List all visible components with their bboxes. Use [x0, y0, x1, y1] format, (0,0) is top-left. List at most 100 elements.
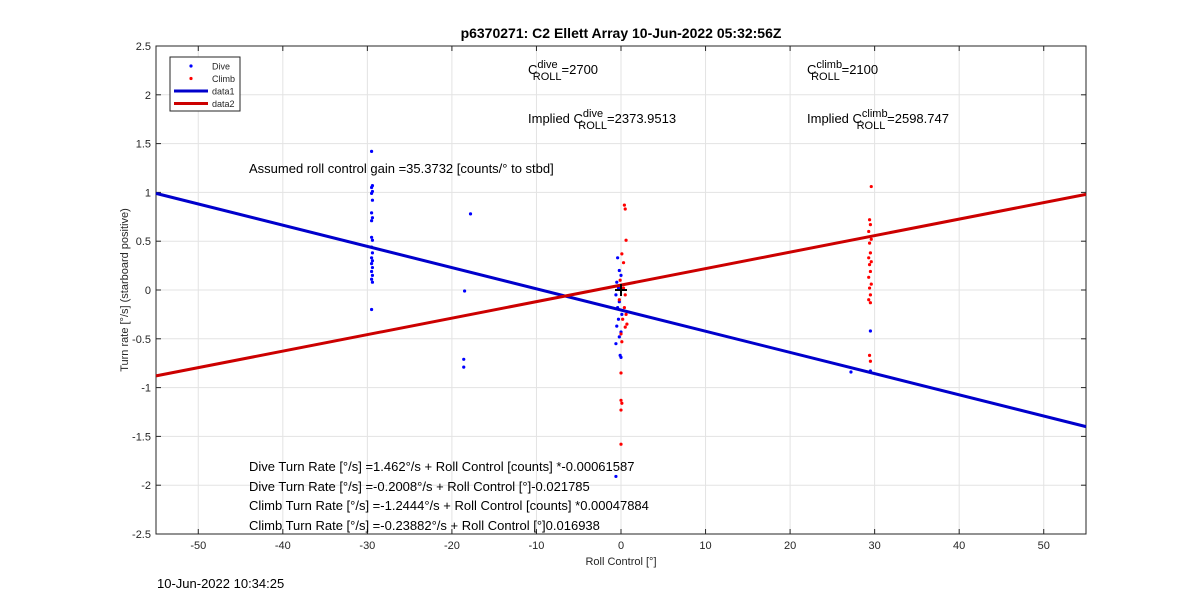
data-point-dive — [849, 370, 853, 374]
y-tick-label: 1 — [145, 187, 151, 199]
data-point-dive — [617, 268, 621, 273]
data-point-dive — [370, 265, 375, 270]
data-point-climb — [618, 278, 622, 282]
data-point-dive — [616, 317, 621, 321]
data-point-climb — [867, 218, 872, 222]
data-point-climb — [617, 298, 621, 302]
chart-title: p6370271: C2 Ellett Array 10-Jun-2022 05… — [461, 25, 782, 41]
data-point-dive — [614, 342, 618, 346]
data-point-dive — [615, 280, 619, 284]
data-point-dive — [462, 289, 467, 293]
data-point-climb — [620, 401, 624, 405]
y-tick-label: 2 — [145, 90, 151, 102]
data-point-dive — [370, 238, 375, 242]
data-point-climb — [625, 322, 629, 326]
data-point-climb — [619, 408, 623, 412]
legend: Dive Climb data1 data2 — [169, 56, 241, 112]
data-point-dive — [617, 335, 621, 339]
data-point-climb — [621, 286, 626, 290]
y-tick-label: 0.5 — [136, 236, 151, 248]
data-point-dive — [615, 324, 619, 328]
data-point-dive — [370, 216, 375, 220]
x-tick-label: 30 — [869, 540, 881, 552]
c-roll-dive: Cdive ROLL=2700 — [528, 59, 598, 83]
data-point-dive — [462, 365, 466, 369]
data-point-climb — [620, 340, 624, 344]
equation-dive-degrees: Dive Turn Rate [°/s] =-0.2008°/s + Roll … — [249, 479, 590, 494]
data-point-dive — [369, 235, 374, 239]
x-tick-label: 10 — [699, 540, 711, 552]
data-point-climb — [868, 359, 873, 363]
data-point-dive — [369, 191, 374, 195]
data-point-climb — [868, 293, 873, 297]
data-point-dive — [369, 307, 374, 312]
data-point-climb — [623, 293, 627, 297]
implied-c-roll-climb: Implied Cclimb ROLL =2598.747 — [807, 108, 949, 132]
y-tick-label: 0 — [145, 285, 151, 297]
data-point-climb — [868, 223, 873, 227]
data-point-dive — [868, 329, 873, 333]
data-point-climb — [868, 269, 873, 274]
y-tick-label: 1.5 — [136, 139, 151, 151]
y-tick-label: -2 — [141, 480, 151, 492]
equation-climb-counts: Climb Turn Rate [°/s] =-1.2444°/s + Roll… — [249, 498, 649, 513]
data-point-dive — [370, 280, 375, 284]
data-point-climb — [619, 398, 623, 402]
data-point-climb — [869, 184, 873, 189]
equation-dive-counts: Dive Turn Rate [°/s] =1.462°/s + Roll Co… — [249, 459, 634, 474]
data-point-climb — [867, 256, 871, 260]
data-point-climb — [869, 260, 873, 264]
data-point-dive — [468, 212, 473, 216]
x-tick-label: 50 — [1038, 540, 1050, 552]
y-tick-label: -1.5 — [132, 431, 151, 443]
data-point-climb — [623, 207, 627, 211]
data-point-climb — [624, 312, 628, 316]
data-point-dive — [370, 198, 375, 202]
y-tick-label: -0.5 — [132, 334, 151, 346]
legend-label: data2 — [212, 99, 235, 109]
data-point-dive — [616, 256, 620, 260]
data-point-dive — [369, 256, 374, 260]
print-timestamp: 10-Jun-2022 10:34:25 — [157, 576, 285, 591]
data-point-climb — [869, 282, 873, 286]
data-point-climb — [868, 251, 873, 255]
data-point-climb — [621, 317, 625, 321]
data-point-climb — [867, 263, 872, 267]
data-point-climb — [867, 229, 871, 234]
x-tick-label: 0 — [618, 540, 624, 552]
equation-climb-degrees: Climb Turn Rate [°/s] =-0.23882°/s + Rol… — [249, 518, 600, 533]
x-tick-label: -30 — [359, 540, 375, 552]
y-axis-label: Turn rate [°/s] (starboard positive) — [119, 208, 131, 372]
legend-dot-dive — [189, 64, 193, 68]
data-point-dive — [369, 185, 374, 190]
x-tick-label: -50 — [190, 540, 206, 552]
c-roll-climb: Cclimb ROLL =2100 — [807, 59, 878, 83]
data-point-dive — [369, 262, 374, 266]
y-tick-label: -1 — [141, 383, 151, 395]
legend-label: data1 — [212, 87, 235, 97]
data-point-dive — [619, 355, 623, 359]
data-point-dive — [462, 357, 466, 361]
data-point-climb — [622, 203, 626, 207]
data-point-climb — [619, 442, 623, 446]
legend-dot-climb — [189, 76, 193, 81]
y-tick-label: 2.5 — [136, 41, 151, 53]
data-point-climb — [622, 305, 626, 310]
data-point-dive — [369, 219, 374, 223]
x-tick-label: -10 — [529, 540, 545, 552]
series-line-data1 — [155, 191, 1087, 429]
data-point-dive — [370, 273, 375, 277]
data-point-climb — [619, 332, 623, 336]
data-point-dive — [369, 277, 374, 281]
x-tick-label: 20 — [784, 540, 796, 552]
data-point-climb — [867, 286, 872, 290]
data-point-dive — [620, 312, 624, 316]
data-point-dive — [370, 251, 375, 255]
data-point-climb — [867, 241, 872, 245]
data-point-dive — [619, 273, 623, 277]
x-tick-label: -20 — [444, 540, 460, 552]
data-point-climb — [619, 371, 623, 375]
x-tick-label: -40 — [275, 540, 291, 552]
implied-c-roll-dive: Implied Cdive ROLL=2373.9513 — [528, 108, 676, 132]
